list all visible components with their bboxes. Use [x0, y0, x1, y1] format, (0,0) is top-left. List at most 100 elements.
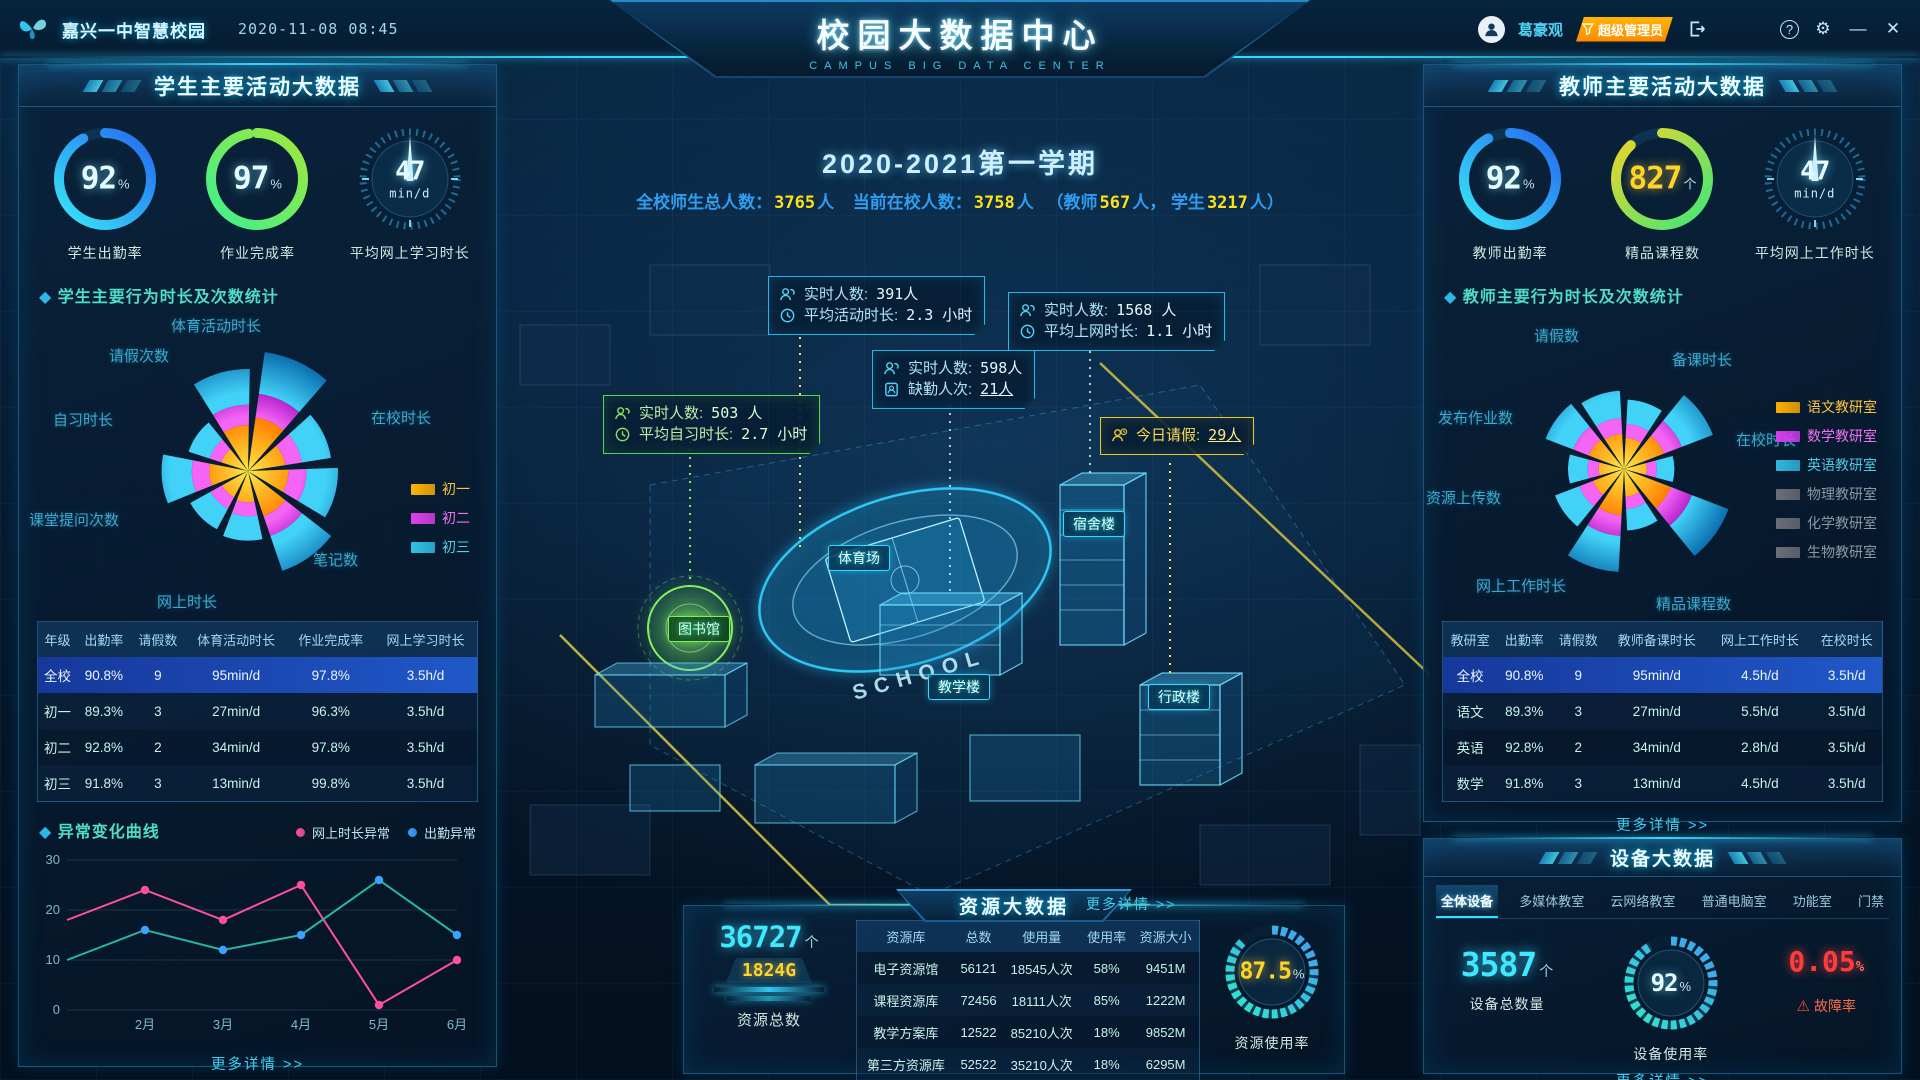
- legend-item[interactable]: 语文教研室: [1776, 397, 1877, 417]
- rose-petal-band[interactable]: [1573, 426, 1601, 456]
- rose-petal-band[interactable]: [1624, 437, 1642, 469]
- rose-petal-band[interactable]: [288, 414, 331, 463]
- device-tab[interactable]: 功能室: [1792, 894, 1832, 909]
- table-row[interactable]: 语文 89.3% 3 27min/d 5.5h/d 3.5h/d: [1442, 693, 1883, 729]
- rose-petal-band[interactable]: [236, 471, 255, 503]
- data-point[interactable]: [140, 925, 150, 935]
- user-name[interactable]: 葛豪观: [1517, 21, 1563, 39]
- rose-petal-band[interactable]: [1650, 420, 1682, 454]
- data-point[interactable]: [296, 930, 306, 940]
- rose-petal-band[interactable]: [248, 471, 286, 516]
- device-tab[interactable]: 全体设备: [1436, 885, 1499, 918]
- rose-petal-band[interactable]: [1669, 495, 1729, 557]
- rose-petal-band[interactable]: [209, 463, 248, 486]
- rose-petal-band[interactable]: [1598, 462, 1624, 476]
- rose-petal-band[interactable]: [1626, 502, 1658, 531]
- table-row[interactable]: 初三 91.8% 3 13min/d 99.8% 3.5h/d: [37, 765, 478, 802]
- rose-petal-band[interactable]: [1604, 433, 1624, 469]
- data-point[interactable]: [452, 955, 462, 965]
- rose-petal-band[interactable]: [1624, 435, 1664, 469]
- rose-petal-band[interactable]: [1625, 492, 1646, 509]
- device-tab[interactable]: 多媒体教室: [1519, 894, 1585, 909]
- building-tag-teaching[interactable]: 教学楼: [928, 674, 990, 700]
- rose-petal-band[interactable]: [248, 469, 289, 492]
- rose-petal-band[interactable]: [193, 369, 250, 415]
- rose-petal-band[interactable]: [1592, 469, 1624, 495]
- data-point[interactable]: [140, 885, 150, 895]
- rose-petal-band[interactable]: [191, 460, 212, 493]
- device-tab[interactable]: 门禁: [1857, 894, 1884, 909]
- rose-petal-band[interactable]: [1624, 463, 1647, 475]
- table-row[interactable]: 教学方案库 12522 85210人次 18% 9852M: [856, 1016, 1200, 1048]
- building-tag-admin[interactable]: 行政楼: [1148, 684, 1210, 710]
- rose-petal-band[interactable]: [1655, 455, 1675, 483]
- data-point[interactable]: [296, 880, 306, 890]
- rose-petal-band[interactable]: [1554, 486, 1594, 527]
- rose-petal-band[interactable]: [1567, 525, 1621, 572]
- building-tag-stadium[interactable]: 体育场: [828, 545, 890, 571]
- minimize-icon[interactable]: —: [1849, 19, 1867, 38]
- data-point[interactable]: [374, 875, 384, 885]
- building-tag-library[interactable]: 图书馆: [668, 616, 730, 642]
- rose-petal-band[interactable]: [248, 445, 286, 471]
- rose-petal-band[interactable]: [258, 352, 327, 413]
- avatar[interactable]: [1477, 15, 1505, 43]
- rose-petal-band[interactable]: [1655, 487, 1692, 526]
- rose-petal-band[interactable]: [210, 485, 235, 509]
- rose-petal-band[interactable]: [161, 454, 196, 504]
- table-row[interactable]: 全校 90.8% 9 95min/d 97.8% 3.5h/d: [37, 657, 478, 693]
- rose-petal-band[interactable]: [298, 467, 338, 518]
- legend-item[interactable]: 生物教研室: [1776, 542, 1877, 562]
- help-icon[interactable]: ?: [1780, 19, 1799, 39]
- resource-more-link[interactable]: 更多详情 >>: [1086, 896, 1177, 912]
- building-tag-dormitory[interactable]: 宿舍楼: [1063, 511, 1125, 537]
- data-point[interactable]: [218, 945, 228, 955]
- rose-petal-band[interactable]: [1626, 399, 1662, 432]
- rose-petal-band[interactable]: [190, 491, 228, 530]
- device-tab[interactable]: 云网络教室: [1610, 894, 1676, 909]
- table-row[interactable]: 英语 92.8% 2 34min/d 2.8h/d 3.5h/d: [1442, 729, 1883, 765]
- logout-icon[interactable]: [1686, 19, 1708, 39]
- legend-item[interactable]: 初三: [411, 537, 470, 557]
- rose-petal-band[interactable]: [223, 513, 263, 541]
- device-more-link[interactable]: 更多详情 >>: [1424, 1070, 1901, 1080]
- table-row[interactable]: 课程资源库 72456 18111人次 85% 1222M: [856, 984, 1200, 1016]
- rose-petal-band[interactable]: [223, 425, 249, 471]
- rose-petal-band[interactable]: [1587, 507, 1622, 536]
- rose-petal-band[interactable]: [222, 471, 248, 498]
- rose-petal-band[interactable]: [1581, 390, 1622, 427]
- table-row[interactable]: 全校 90.8% 9 95min/d 4.5h/d 3.5h/d: [1442, 657, 1883, 693]
- rose-petal-band[interactable]: [255, 393, 300, 431]
- rose-petal-band[interactable]: [231, 500, 258, 517]
- legend-item[interactable]: 网上时长异常: [295, 823, 390, 842]
- close-icon[interactable]: ✕: [1885, 19, 1901, 38]
- rose-petal-band[interactable]: [1568, 454, 1589, 484]
- student-more-link[interactable]: 更多详情 >>: [211, 1057, 304, 1073]
- rose-petal-band[interactable]: [1624, 469, 1640, 497]
- data-point[interactable]: [374, 1000, 384, 1010]
- table-row[interactable]: 初二 92.8% 2 34min/d 97.8% 3.5h/d: [37, 729, 478, 765]
- rose-petal-band[interactable]: [276, 434, 302, 466]
- legend-item[interactable]: 化学教研室: [1776, 513, 1877, 533]
- table-row[interactable]: 初一 89.3% 3 27min/d 96.3% 3.5h/d: [37, 693, 478, 729]
- rose-petal-band[interactable]: [221, 449, 248, 471]
- legend-item[interactable]: 数学教研室: [1776, 426, 1877, 446]
- rose-petal-band[interactable]: [1579, 480, 1604, 507]
- rose-petal-band[interactable]: [1624, 469, 1672, 509]
- rose-petal-band[interactable]: [1598, 469, 1624, 516]
- rose-petal-band[interactable]: [282, 468, 307, 502]
- rose-petal-band[interactable]: [188, 422, 223, 459]
- rose-petal-band[interactable]: [1587, 459, 1600, 479]
- legend-item[interactable]: 物理教研室: [1776, 484, 1877, 504]
- rose-petal-band[interactable]: [1645, 460, 1657, 478]
- legend-item[interactable]: 出勤异常: [407, 823, 476, 842]
- rose-petal-band[interactable]: [1662, 395, 1713, 447]
- rose-petal-band[interactable]: [248, 417, 284, 471]
- rose-petal-band[interactable]: [1596, 418, 1623, 440]
- table-row[interactable]: 第三方资源库 52522 35210人次 18% 6295M: [856, 1048, 1200, 1080]
- teacher-more-link[interactable]: 更多详情 >>: [1616, 818, 1709, 834]
- table-row[interactable]: 数学 91.8% 3 13min/d 4.5h/d 3.5h/d: [1442, 765, 1883, 802]
- table-row[interactable]: 电子资源馆 56121 18545人次 58% 9451M: [856, 952, 1200, 984]
- rose-petal-band[interactable]: [212, 404, 250, 433]
- device-tab[interactable]: 普通电脑室: [1701, 894, 1767, 909]
